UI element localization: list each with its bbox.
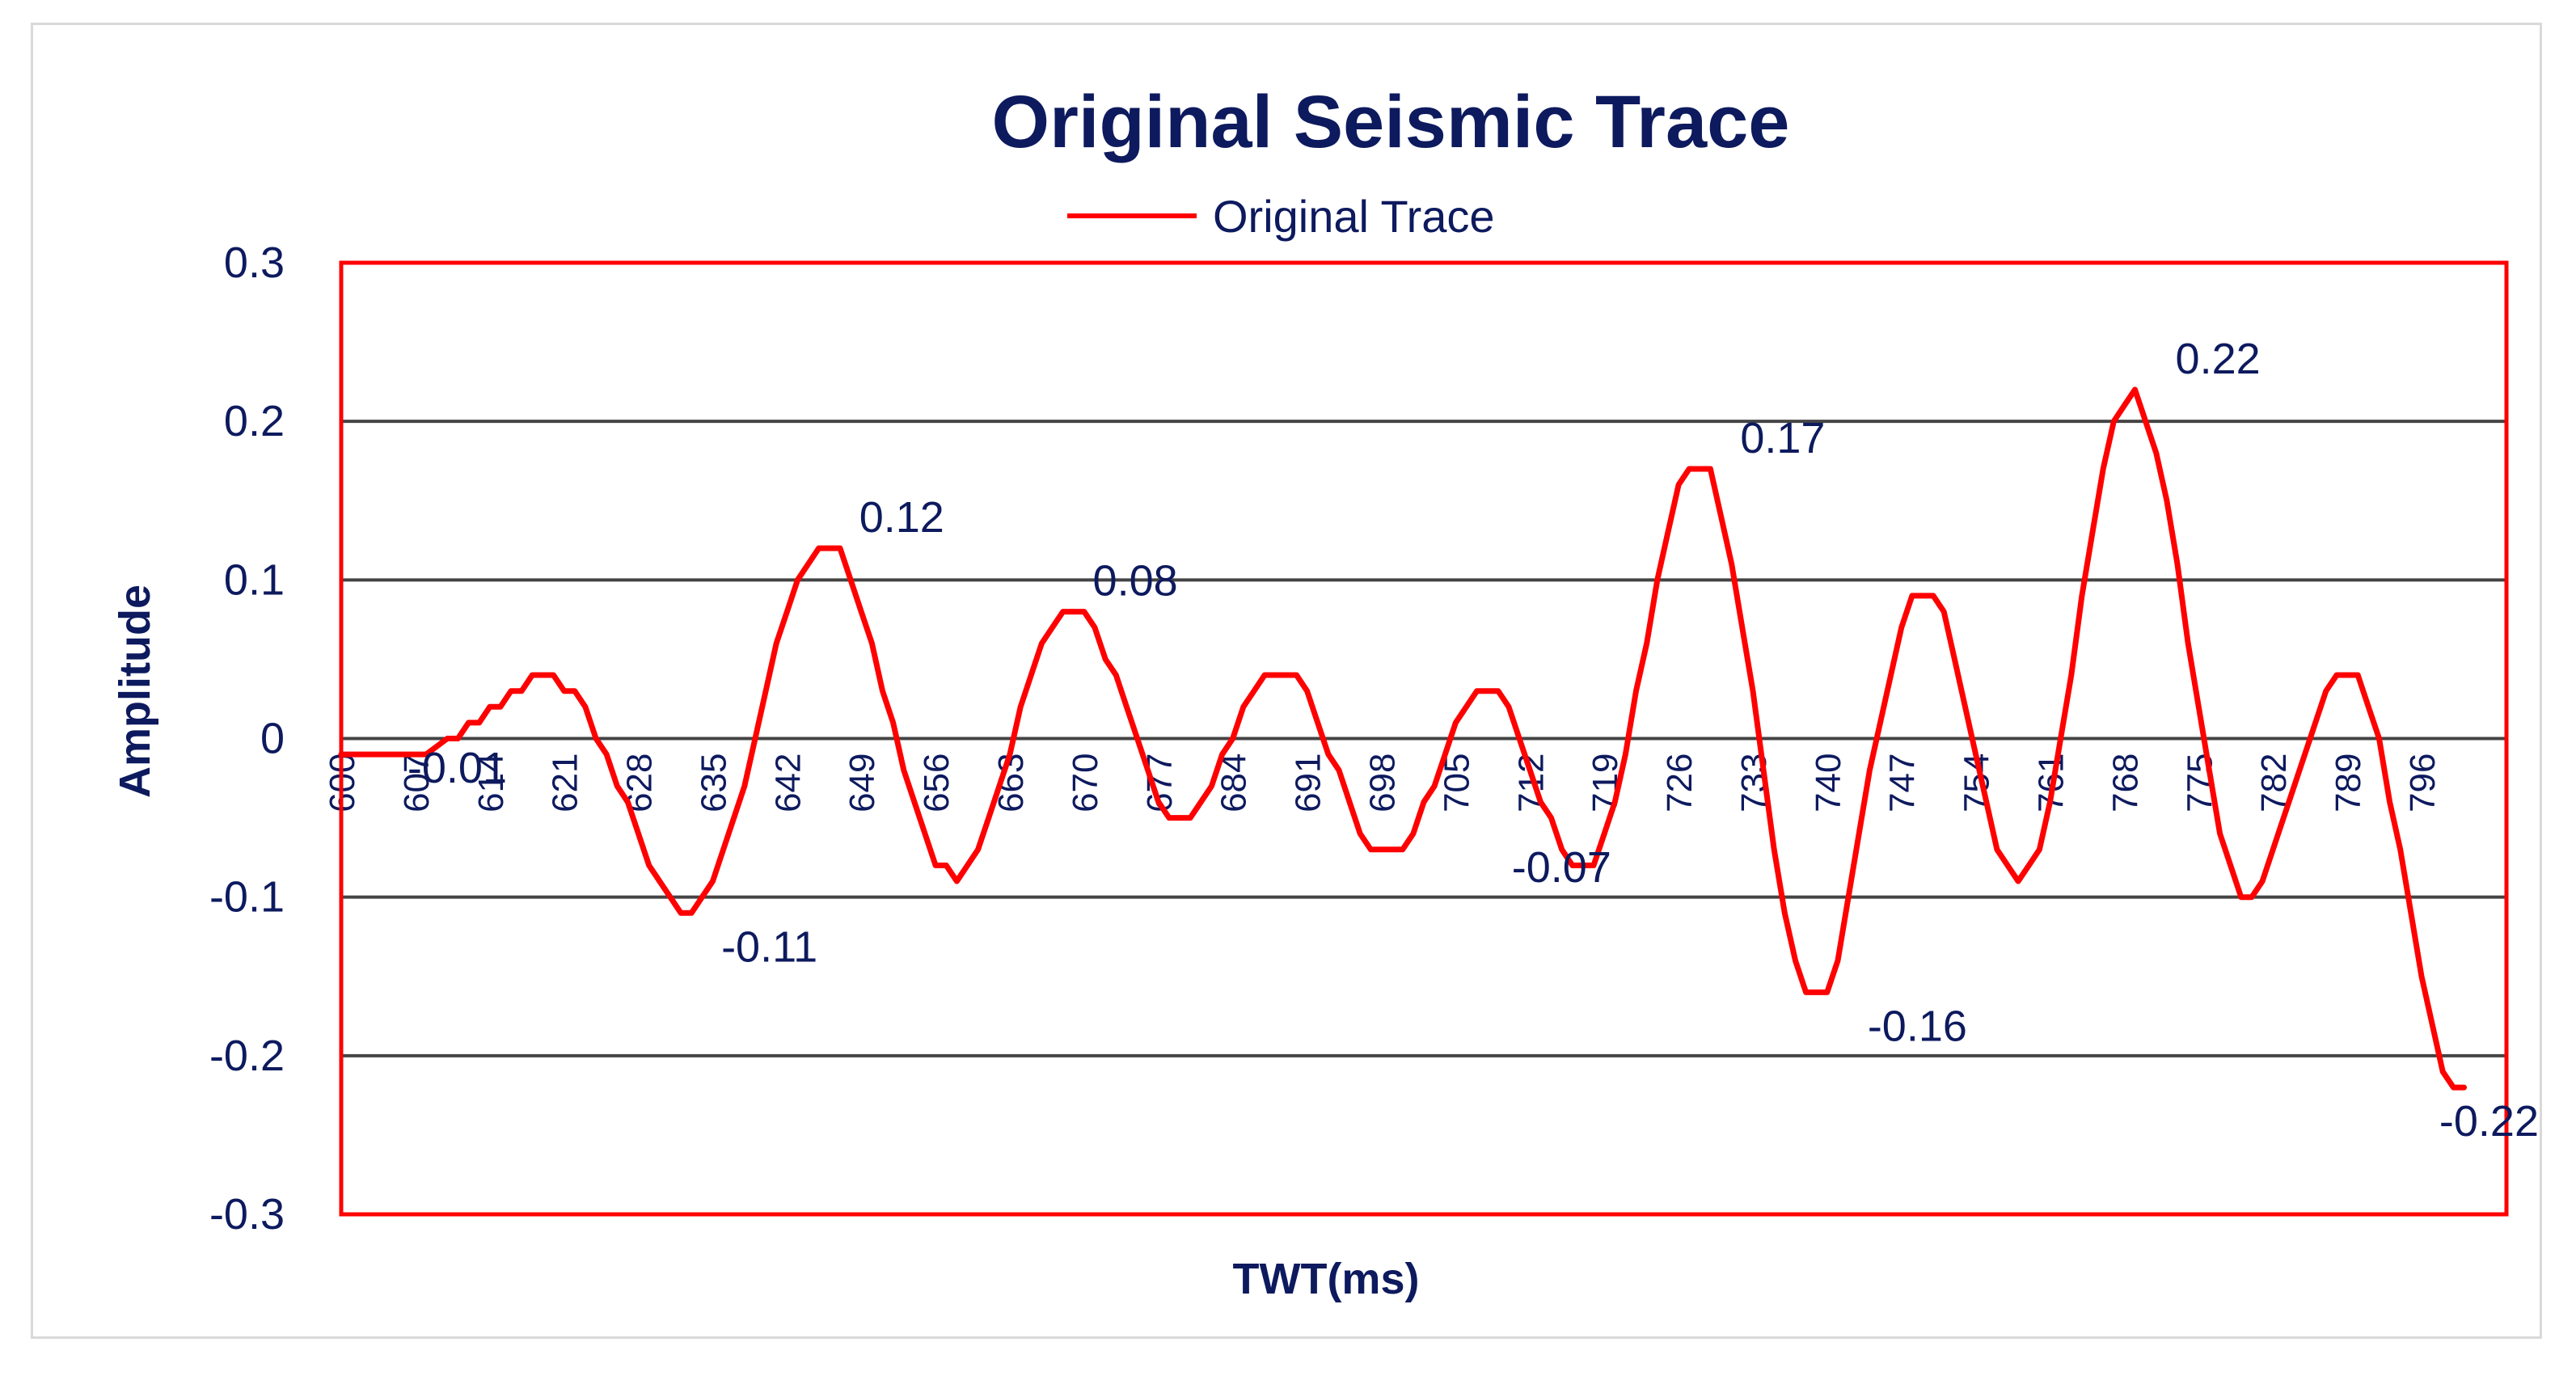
x-axis-title: TWT(ms) — [1233, 1255, 1420, 1303]
x-tick-label: 726 — [1660, 753, 1700, 813]
data-labels: -0.01 -0.11 0.12 0.08 -0.07 0.17 -0.16 0.22 -0.2… — [408, 335, 2539, 1146]
y-tick-label: -0.3 — [209, 1190, 285, 1239]
x-tick-label: 607 — [397, 753, 437, 813]
chart-frame — [31, 23, 2542, 1339]
y-tick-label: -0.1 — [209, 873, 285, 922]
plot-area-border — [339, 260, 2509, 1217]
x-tick-label: 656 — [917, 753, 956, 813]
x-tick-label: 740 — [1809, 753, 1848, 813]
x-tick-label: 712 — [1511, 753, 1551, 813]
data-label: 0.12 — [859, 493, 944, 542]
data-label: 0.22 — [2176, 335, 2261, 383]
x-tick-label: 642 — [768, 753, 808, 813]
data-label: 0.08 — [1093, 557, 1178, 606]
x-tick-label: 698 — [1362, 753, 1402, 813]
x-axis-ticks: 600 607 614 621 628 635 642 649 656 663 670 677 684 6… — [323, 753, 2443, 813]
y-axis-title: Amplitude — [111, 585, 159, 798]
x-tick-label: 635 — [694, 753, 733, 813]
y-tick-label: 0.3 — [224, 238, 285, 287]
legend: Original Trace — [1067, 191, 1495, 242]
data-label: 0.17 — [1740, 414, 1825, 462]
y-tick-label: 0 — [260, 715, 285, 763]
data-label: -0.07 — [1512, 843, 1611, 892]
data-label: -0.16 — [1868, 1002, 1967, 1050]
x-tick-label: 789 — [2329, 753, 2368, 813]
data-label: -0.22 — [2439, 1097, 2539, 1146]
data-label: -0.01 — [408, 744, 507, 792]
x-tick-label: 670 — [1066, 753, 1105, 813]
y-tick-label: -0.2 — [209, 1032, 285, 1080]
x-tick-label: 614 — [471, 753, 511, 813]
gridlines — [341, 420, 2506, 1057]
series-line-original-trace — [338, 386, 2467, 1091]
x-tick-label: 649 — [842, 753, 882, 813]
y-tick-label: 0.2 — [224, 397, 285, 445]
x-tick-label: 691 — [1289, 753, 1328, 813]
x-tick-label: 621 — [546, 753, 585, 813]
x-tick-label: 663 — [991, 753, 1031, 813]
chart-title: Original Seismic Trace — [992, 81, 1790, 163]
x-tick-label: 796 — [2403, 753, 2443, 813]
x-tick-label: 747 — [1883, 753, 1923, 813]
y-tick-label: 0.1 — [224, 555, 285, 604]
data-label: -0.11 — [721, 922, 817, 971]
y-axis-ticks: 0.3 0.2 0.1 0 -0.1 -0.2 -0.3 — [209, 238, 285, 1239]
legend-label-original-trace: Original Trace — [1213, 191, 1495, 242]
x-tick-label: 768 — [2105, 753, 2145, 813]
